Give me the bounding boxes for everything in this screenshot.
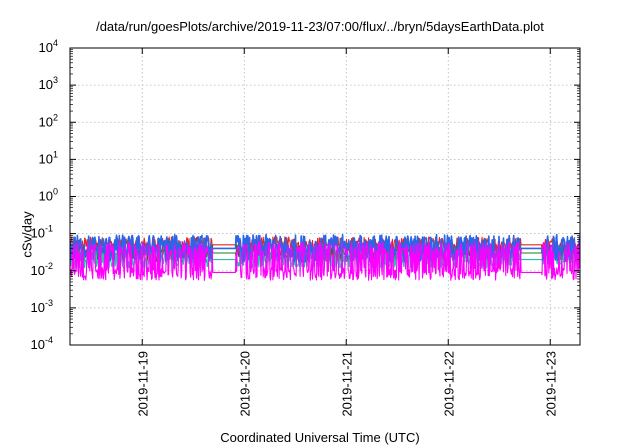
x-tick-label: 2019-11-21 <box>339 351 354 417</box>
x-tick-label: 2019-11-22 <box>441 351 456 417</box>
y-tick-label: 10-2 <box>31 261 53 278</box>
grid <box>70 48 580 345</box>
y-tick-label: 102 <box>39 112 58 129</box>
series-layer <box>69 233 581 281</box>
x-axis-label: Coordinated Universal Time (UTC) <box>220 430 420 445</box>
chart-title: /data/run/goesPlots/archive/2019-11-23/0… <box>96 19 544 34</box>
y-tick-label: 10-1 <box>31 224 53 241</box>
x-tick-label: 2019-11-19 <box>135 351 150 417</box>
y-tick-label: 10-3 <box>31 298 53 315</box>
x-tick-label: 2019-11-23 <box>543 351 558 417</box>
x-tick-label: 2019-11-20 <box>237 351 252 417</box>
y-tick-label: 104 <box>39 38 58 55</box>
y-tick-label: 103 <box>39 75 58 92</box>
y-tick-label: 100 <box>39 187 58 204</box>
y-tick-label: 10-4 <box>31 335 53 352</box>
y-tick-label: 101 <box>39 149 58 166</box>
ticks: 10-4 10-3 10-2 10-1 100 101 102 103 104 2019-11-1… <box>31 38 580 417</box>
series-line <box>69 241 581 281</box>
